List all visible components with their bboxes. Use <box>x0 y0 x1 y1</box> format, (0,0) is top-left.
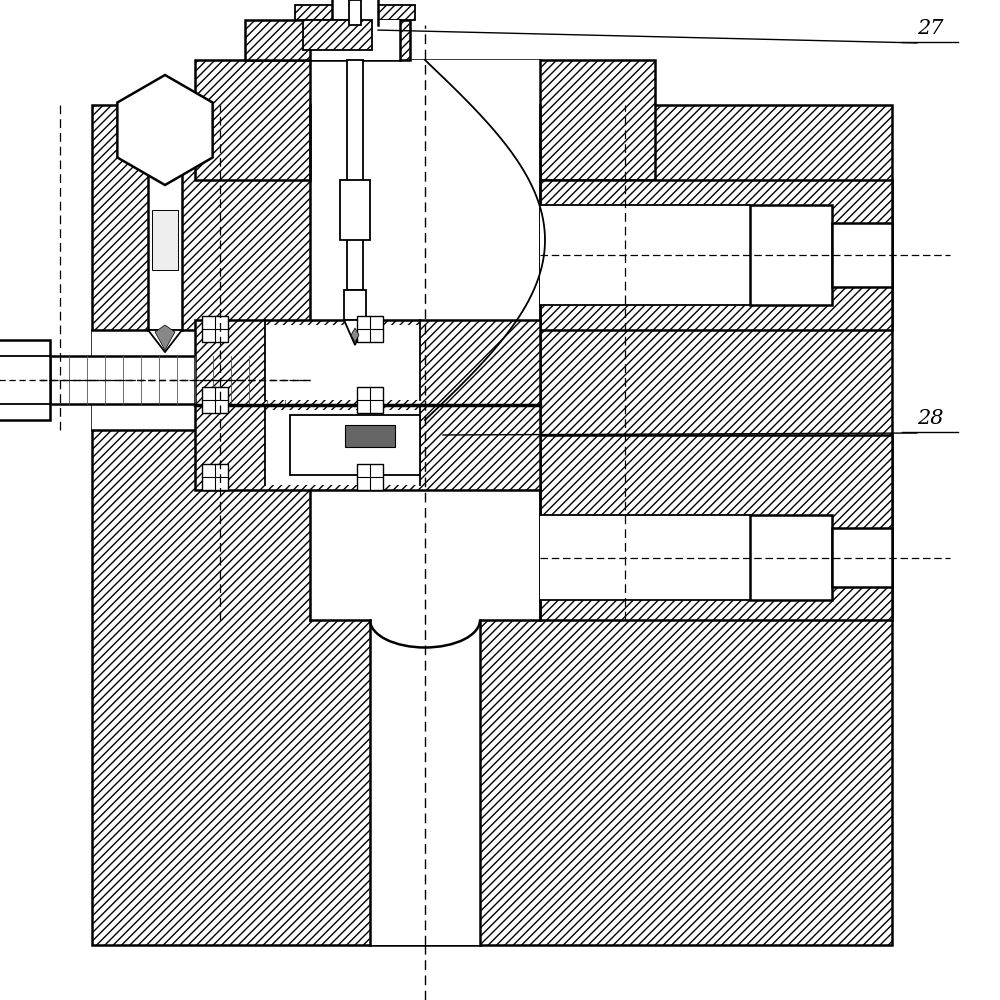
Bar <box>195 320 540 405</box>
Bar <box>347 60 363 290</box>
Polygon shape <box>344 320 366 345</box>
Bar <box>310 60 540 180</box>
Bar <box>832 223 892 287</box>
Bar <box>315 20 360 37</box>
Bar <box>265 410 420 485</box>
Polygon shape <box>351 328 359 342</box>
Bar <box>310 20 400 60</box>
Bar <box>357 316 383 342</box>
Bar <box>357 387 383 413</box>
Bar <box>540 180 892 330</box>
Bar <box>92 105 892 945</box>
Bar <box>370 620 480 945</box>
Bar <box>202 387 228 413</box>
Bar <box>152 210 178 270</box>
Text: 28: 28 <box>917 409 943 428</box>
Bar <box>540 205 750 305</box>
Bar <box>832 528 892 587</box>
Bar <box>132 100 198 160</box>
Bar <box>750 205 832 305</box>
Bar <box>357 464 383 490</box>
Bar <box>202 316 228 342</box>
Bar <box>540 435 892 620</box>
Bar <box>340 180 370 240</box>
Polygon shape <box>155 325 175 350</box>
Bar <box>349 0 361 25</box>
Text: 27: 27 <box>917 19 943 38</box>
Bar <box>290 415 420 475</box>
Bar <box>195 60 655 180</box>
Bar <box>0 356 310 404</box>
Bar <box>148 160 182 330</box>
Polygon shape <box>148 330 182 352</box>
Bar <box>332 0 378 25</box>
Bar <box>245 20 410 60</box>
Bar <box>92 330 310 430</box>
Bar <box>295 5 415 20</box>
Bar <box>310 105 540 620</box>
Bar <box>202 464 228 490</box>
Bar <box>345 425 395 447</box>
Bar <box>750 515 832 600</box>
Bar <box>344 290 366 320</box>
Bar <box>0 340 50 420</box>
Bar <box>303 20 372 50</box>
Bar <box>195 405 540 490</box>
Polygon shape <box>117 75 213 185</box>
Bar <box>540 515 750 600</box>
Bar <box>265 325 420 400</box>
